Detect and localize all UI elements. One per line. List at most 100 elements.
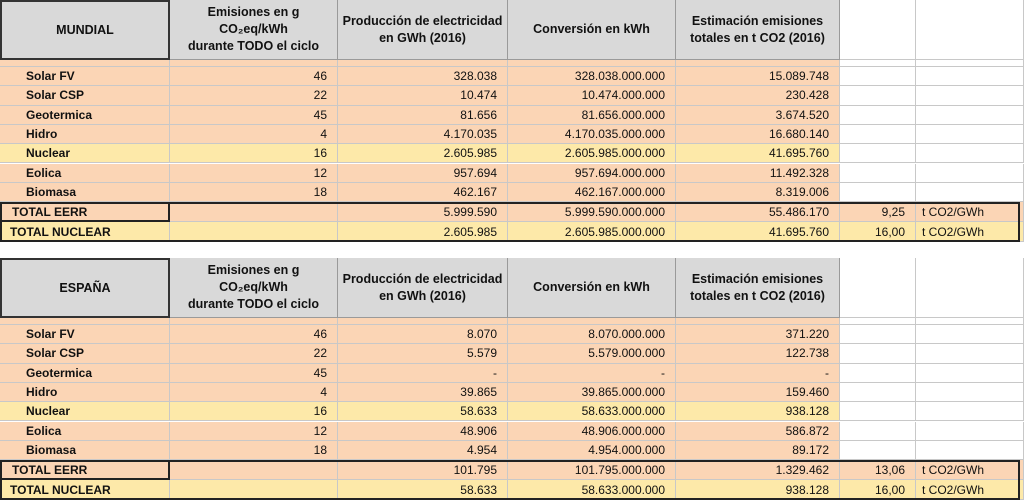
source-name-cell[interactable]: Solar CSP xyxy=(0,86,170,106)
source-name-cell[interactable]: Nuclear xyxy=(0,144,170,164)
region-header-espana[interactable]: ESPAÑA xyxy=(0,258,170,318)
emissions-cell[interactable]: 4 xyxy=(170,124,338,145)
unit-cell[interactable]: t CO2/GWh xyxy=(916,460,1024,481)
ratio-cell[interactable]: 16,00 xyxy=(840,480,916,500)
emissions-cell[interactable]: 12 xyxy=(170,421,338,441)
empty-cell[interactable] xyxy=(170,202,338,223)
estimation-cell[interactable]: 371.220 xyxy=(676,325,840,345)
conversion-cell[interactable]: 4.954.000.000 xyxy=(508,440,676,461)
conversion-cell[interactable]: 58.633.000.000 xyxy=(508,402,676,422)
emissions-cell[interactable]: 18 xyxy=(170,182,338,203)
production-cell[interactable]: 58.633 xyxy=(338,480,508,500)
empty-cell[interactable] xyxy=(676,318,840,325)
estimation-cell[interactable]: 938.128 xyxy=(676,480,840,500)
empty-cell[interactable] xyxy=(840,105,916,125)
empty-cell[interactable] xyxy=(916,67,1024,87)
estimation-cell[interactable]: 159.460 xyxy=(676,382,840,403)
source-name-cell[interactable]: Solar FV xyxy=(0,325,170,345)
emissions-cell[interactable]: 18 xyxy=(170,440,338,461)
source-name-cell[interactable]: Solar CSP xyxy=(0,344,170,364)
conversion-cell[interactable]: 2.605.985.000.000 xyxy=(508,222,676,243)
emissions-cell[interactable]: 16 xyxy=(170,402,338,422)
production-cell[interactable]: 101.795 xyxy=(338,460,508,481)
production-header[interactable]: Producción de electricidad en GWh (2016) xyxy=(338,258,508,318)
empty-cell[interactable] xyxy=(170,222,338,243)
conversion-cell[interactable]: 10.474.000.000 xyxy=(508,86,676,106)
emissions-header[interactable]: Emisiones en g CO₂eq/kWh durante TODO el … xyxy=(170,258,338,318)
conversion-cell[interactable]: - xyxy=(508,363,676,383)
production-cell[interactable]: - xyxy=(338,363,508,383)
empty-cell[interactable] xyxy=(170,318,338,325)
production-cell[interactable]: 4.170.035 xyxy=(338,124,508,145)
conversion-cell[interactable]: 2.605.985.000.000 xyxy=(508,144,676,164)
emissions-cell[interactable]: 45 xyxy=(170,105,338,125)
production-cell[interactable]: 81.656 xyxy=(338,105,508,125)
empty-cell[interactable] xyxy=(676,60,840,67)
conversion-cell[interactable]: 328.038.000.000 xyxy=(508,67,676,87)
emissions-cell[interactable]: 22 xyxy=(170,86,338,106)
production-header[interactable]: Producción de electricidad en GWh (2016) xyxy=(338,0,508,60)
empty-cell[interactable] xyxy=(840,382,916,403)
source-name-cell[interactable]: Biomasa xyxy=(0,182,170,203)
conversion-cell[interactable]: 4.170.035.000.000 xyxy=(508,124,676,145)
estimation-cell[interactable]: 16.680.140 xyxy=(676,124,840,145)
ratio-cell[interactable]: 13,06 xyxy=(840,460,916,481)
estimation-cell[interactable]: 1.329.462 xyxy=(676,460,840,481)
empty-cell[interactable] xyxy=(916,182,1024,203)
production-cell[interactable]: 58.633 xyxy=(338,402,508,422)
source-name-cell[interactable]: Eolica xyxy=(0,163,170,183)
source-name-cell[interactable]: Solar FV xyxy=(0,67,170,87)
emissions-cell[interactable]: 45 xyxy=(170,363,338,383)
unit-cell[interactable]: t CO2/GWh xyxy=(916,202,1024,223)
empty-cell[interactable] xyxy=(916,86,1024,106)
empty-cell[interactable] xyxy=(840,182,916,203)
estimation-cell[interactable]: 938.128 xyxy=(676,402,840,422)
production-cell[interactable]: 48.906 xyxy=(338,421,508,441)
emissions-cell[interactable]: 16 xyxy=(170,144,338,164)
empty-cell[interactable] xyxy=(170,460,338,481)
production-cell[interactable]: 5.999.590 xyxy=(338,202,508,223)
empty-cell[interactable] xyxy=(916,325,1024,345)
empty-cell[interactable] xyxy=(916,344,1024,364)
empty-cell[interactable] xyxy=(840,402,916,422)
conversion-cell[interactable]: 81.656.000.000 xyxy=(508,105,676,125)
emissions-cell[interactable]: 46 xyxy=(170,67,338,87)
conversion-cell[interactable]: 101.795.000.000 xyxy=(508,460,676,481)
conversion-cell[interactable]: 48.906.000.000 xyxy=(508,421,676,441)
total-label-cell[interactable]: TOTAL NUCLEAR xyxy=(0,222,170,243)
empty-cell[interactable] xyxy=(840,124,916,145)
empty-cell[interactable] xyxy=(840,440,916,461)
production-cell[interactable]: 2.605.985 xyxy=(338,222,508,243)
source-name-cell[interactable]: Nuclear xyxy=(0,402,170,422)
ratio-cell[interactable]: 9,25 xyxy=(840,202,916,223)
empty-cell[interactable] xyxy=(840,421,916,441)
empty-cell[interactable] xyxy=(338,318,508,325)
total-label-cell[interactable]: TOTAL NUCLEAR xyxy=(0,480,170,500)
estimation-cell[interactable]: 89.172 xyxy=(676,440,840,461)
empty-cell[interactable] xyxy=(338,60,508,67)
empty-cell[interactable] xyxy=(840,67,916,87)
empty-cell[interactable] xyxy=(916,124,1024,145)
source-name-cell[interactable]: Eolica xyxy=(0,421,170,441)
empty-cell[interactable] xyxy=(916,105,1024,125)
empty-cell[interactable] xyxy=(840,0,916,60)
estimation-cell[interactable]: 11.492.328 xyxy=(676,163,840,183)
estimation-cell[interactable]: 3.674.520 xyxy=(676,105,840,125)
emissions-cell[interactable]: 4 xyxy=(170,382,338,403)
estimation-cell[interactable]: - xyxy=(676,363,840,383)
empty-cell[interactable] xyxy=(840,144,916,164)
estimation-cell[interactable]: 41.695.760 xyxy=(676,222,840,243)
empty-cell[interactable] xyxy=(840,344,916,364)
production-cell[interactable]: 328.038 xyxy=(338,67,508,87)
empty-cell[interactable] xyxy=(916,318,1024,325)
total-label-cell[interactable]: TOTAL EERR xyxy=(0,202,170,223)
source-name-cell[interactable]: Geotermica xyxy=(0,105,170,125)
empty-cell[interactable] xyxy=(170,480,338,500)
empty-cell[interactable] xyxy=(916,163,1024,183)
empty-cell[interactable] xyxy=(916,0,1024,60)
source-name-cell[interactable]: Hidro xyxy=(0,382,170,403)
production-cell[interactable]: 5.579 xyxy=(338,344,508,364)
empty-cell[interactable] xyxy=(916,421,1024,441)
empty-cell[interactable] xyxy=(508,318,676,325)
empty-cell[interactable] xyxy=(0,60,170,67)
